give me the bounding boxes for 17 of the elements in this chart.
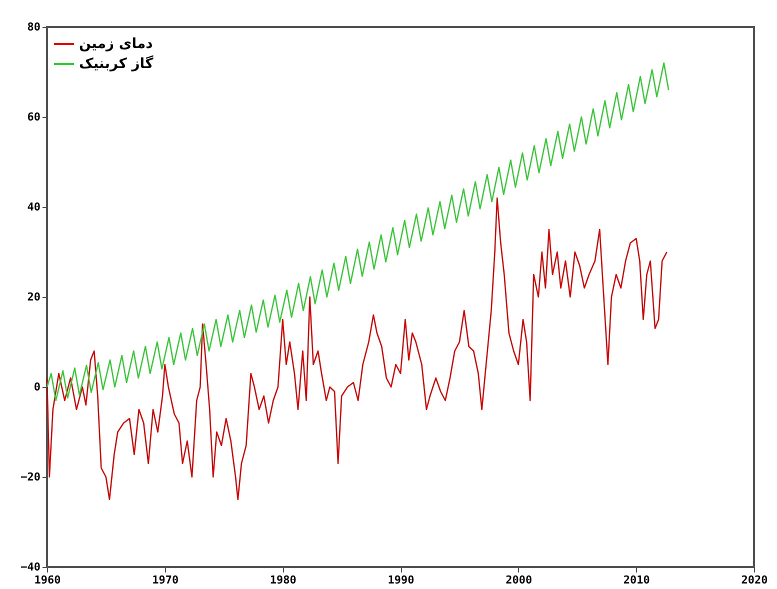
- y-tick-label: −40: [20, 560, 40, 574]
- x-tick-label: 1990: [388, 574, 414, 586]
- y-tick-label: 20: [27, 290, 40, 304]
- y-tick-label: −20: [20, 470, 40, 484]
- legend-label: گاز کربنیک: [79, 55, 154, 72]
- line-series: [46, 197, 668, 500]
- x-tick-label: 1980: [270, 574, 296, 586]
- legend-label: دمای زمین: [79, 36, 153, 52]
- x-tick-label: 1970: [152, 574, 179, 586]
- y-tick-label: 0: [34, 380, 40, 394]
- y-tick-label: 60: [27, 110, 40, 124]
- y-tick-label: 80: [27, 20, 40, 34]
- x-tick-label: 2000: [506, 574, 532, 586]
- x-tick-label: 2010: [623, 574, 650, 586]
- x-tick-label: 1960: [34, 574, 61, 586]
- x-tick-label: 2020: [741, 574, 768, 586]
- y-tick-label: 40: [27, 200, 40, 214]
